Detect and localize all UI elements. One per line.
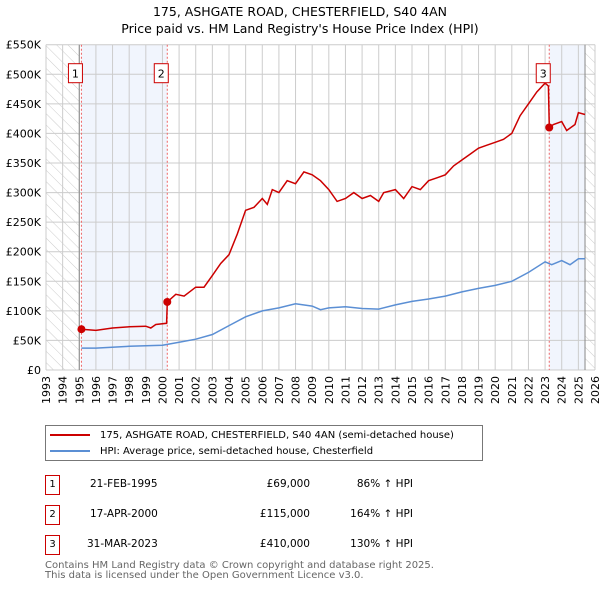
x-tick-label: 2000: [156, 376, 169, 404]
x-tick-label: 2007: [273, 376, 286, 404]
x-tick-label: 1994: [57, 376, 70, 404]
sale-point: [545, 123, 554, 132]
legend-item-hpi: HPI: Average price, semi-detached house,…: [50, 443, 373, 459]
chart-title-line1: 175, ASHGATE ROAD, CHESTERFIELD, S40 4AN: [152, 4, 448, 19]
sale-date: 17-APR-2000: [90, 508, 158, 520]
no-data-region-right: [585, 44, 595, 370]
property-price-line: [81, 82, 586, 332]
sale-badge: 2: [45, 505, 60, 525]
ownership-shade: [549, 44, 586, 370]
x-tick-label: 2003: [206, 376, 219, 404]
sale-date: 21-FEB-1995: [90, 478, 158, 490]
x-tick-label: 1999: [140, 376, 153, 404]
x-tick-label: 2009: [306, 376, 319, 404]
x-tick-label: 1995: [73, 376, 86, 404]
x-tick-label: 2025: [572, 376, 585, 404]
legend-swatch-red: [50, 434, 90, 436]
y-tick-label: £200K: [6, 246, 42, 259]
sale-point: [163, 297, 172, 306]
legend-label-property: 175, ASHGATE ROAD, CHESTERFIELD, S40 4AN…: [100, 429, 454, 441]
x-tick-label: 2020: [489, 376, 502, 404]
x-tick-label: 2006: [256, 376, 269, 404]
y-tick-label: £0: [27, 364, 41, 377]
x-tick-label: 1997: [107, 376, 120, 404]
y-tick-label: £150K: [6, 275, 42, 288]
price-chart: 1993 1994 1995 1996 1997 1998 1999 2000 2001 2002…: [6, 39, 600, 404]
sale-hpi-change: 164% ↑ HPI: [350, 508, 413, 520]
sale-price: £69,000: [266, 478, 310, 490]
x-tick-label: 2004: [223, 376, 236, 404]
ownership-shade: [81, 44, 168, 370]
sale-label-box: [153, 63, 169, 84]
legend: 175, ASHGATE ROAD, CHESTERFIELD, S40 4AN…: [45, 425, 483, 461]
sale-badge: 3: [45, 535, 60, 555]
x-tick-label: 2013: [373, 376, 386, 404]
x-tick-label: 2015: [406, 376, 419, 404]
x-tick-label: 2018: [456, 376, 469, 404]
legend-swatch-blue: [50, 450, 90, 452]
sale-price: £115,000: [259, 508, 310, 520]
x-tick-label: 2001: [173, 376, 186, 404]
sale-price: £410,000: [259, 538, 310, 550]
sale-label: 2: [158, 68, 165, 81]
legend-item-property: 175, ASHGATE ROAD, CHESTERFIELD, S40 4AN…: [50, 427, 454, 443]
y-tick-label: £350K: [6, 157, 42, 170]
x-tick-label: 2019: [473, 376, 486, 404]
x-tick-label: 2002: [190, 376, 203, 404]
y-tick-label: £400K: [6, 127, 42, 140]
x-tick-label: 2008: [290, 376, 303, 404]
footer-copyright: Contains HM Land Registry data © Crown c…: [45, 560, 434, 571]
y-tick-label: £450K: [6, 98, 42, 111]
x-tick-label: 2014: [389, 376, 402, 404]
y-tick-label: £50K: [13, 334, 42, 347]
x-tick-label: 2026: [589, 376, 600, 404]
y-tick-label: £100K: [6, 305, 42, 318]
sale-label-box: [535, 63, 551, 84]
hpi-line: [81, 258, 585, 349]
x-tick-label: 2005: [240, 376, 253, 404]
y-tick-label: £500K: [6, 68, 42, 81]
sale-label: 1: [72, 68, 79, 81]
x-tick-label: 2012: [356, 376, 369, 404]
y-tick-label: £300K: [6, 187, 42, 200]
x-tick-label: 1996: [90, 376, 103, 404]
x-tick-label: 2023: [539, 376, 552, 404]
sale-badge: 1: [45, 475, 60, 495]
x-tick-label: 2011: [339, 376, 352, 404]
footer: Contains HM Land Registry data © Crown c…: [45, 561, 434, 581]
sale-point: [77, 325, 86, 334]
x-tick-label: 2022: [522, 376, 535, 404]
sale-label: 3: [540, 68, 547, 81]
sale-label-box: [67, 63, 83, 84]
x-tick-label: 2016: [423, 376, 436, 404]
x-tick-label: 1993: [40, 376, 53, 404]
y-tick-label: £550K: [6, 39, 42, 52]
legend-label-hpi: HPI: Average price, semi-detached house,…: [100, 445, 374, 457]
x-tick-label: 2017: [439, 376, 452, 404]
x-tick-label: 2024: [556, 376, 569, 404]
chart-title-line2: Price paid vs. HM Land Registry's House …: [121, 21, 479, 36]
sale-date: 31-MAR-2023: [87, 538, 158, 550]
footer-licence: This data is licensed under the Open Gov…: [45, 570, 364, 581]
y-tick-label: £250K: [6, 216, 42, 229]
x-tick-label: 2021: [506, 376, 519, 404]
x-tick-label: 2010: [323, 376, 336, 404]
sale-hpi-change: 130% ↑ HPI: [350, 538, 413, 550]
sale-hpi-change: 86% ↑ HPI: [356, 478, 413, 490]
x-tick-label: 1998: [123, 376, 136, 404]
